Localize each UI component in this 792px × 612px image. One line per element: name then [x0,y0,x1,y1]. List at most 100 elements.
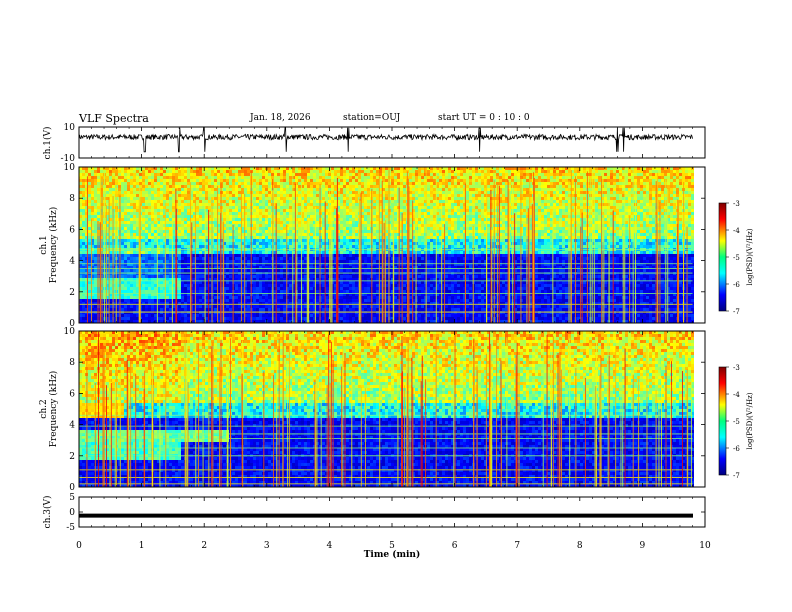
heatmap-cell [340,233,343,236]
heatmap-cell [322,254,325,257]
station-label: station=OUJ [343,113,400,123]
heatmap-cell [262,278,265,281]
heatmap-cell [199,287,202,290]
heatmap-cell [145,254,148,257]
heatmap-cell [226,242,229,245]
heatmap-cell [208,272,211,275]
heatmap-cell [88,284,91,287]
heatmap-cell [151,284,154,287]
heatmap-cell [346,254,349,257]
heatmap-cell [268,191,271,194]
heatmap-cell [253,221,256,224]
heatmap-cell [217,203,220,206]
heatmap-cell [265,176,268,179]
heatmap-cell [154,299,157,302]
heatmap-cell [343,218,346,221]
heatmap-cell [247,317,250,320]
heatmap-cell [352,293,355,296]
heatmap-cell [151,308,154,311]
heatmap-cell [139,173,142,176]
heatmap-cell [283,260,286,263]
heatmap-cell [319,182,322,185]
heatmap-cell [169,281,172,284]
heatmap-cell [346,296,349,299]
heatmap-cell [259,176,262,179]
heatmap-cell [301,182,304,185]
heatmap-cell [280,284,283,287]
heatmap-cell [226,257,229,260]
heatmap-cell [214,290,217,293]
heatmap-cell [79,212,82,215]
heatmap-cell [349,224,352,227]
heatmap-cell [265,203,268,206]
heatmap-cell [301,257,304,260]
heatmap-cell [322,197,325,200]
heatmap-cell [283,251,286,254]
heatmap-cell [313,176,316,179]
heatmap-cell [286,320,289,323]
heatmap-cell [253,251,256,254]
heatmap-cell [310,311,313,314]
heatmap-cell [190,209,193,212]
heatmap-cell [277,314,280,317]
heatmap-cell [184,197,187,200]
heatmap-cell [298,200,301,203]
heatmap-cell [145,320,148,323]
heatmap-cell [151,224,154,227]
heatmap-cell [208,293,211,296]
heatmap-cell [169,191,172,194]
heatmap-cell [259,188,262,191]
heatmap-cell [292,209,295,212]
heatmap-cell [265,194,268,197]
heatmap-cell [229,188,232,191]
heatmap-cell [178,236,181,239]
heatmap-cell [343,233,346,236]
heatmap-cell [304,320,307,323]
heatmap-cell [244,203,247,206]
heatmap-cell [142,275,145,278]
heatmap-cell [277,269,280,272]
heatmap-cell [205,260,208,263]
heatmap-cell [88,176,91,179]
heatmap-cell [199,233,202,236]
heatmap-cell [241,176,244,179]
heatmap-cell [127,272,130,275]
heatmap-cell [235,281,238,284]
heatmap-cell [304,290,307,293]
heatmap-cell [109,206,112,209]
heatmap-cell [334,293,337,296]
heatmap-cell [82,290,85,293]
heatmap-cell [124,290,127,293]
heatmap-cell [187,302,190,305]
heatmap-cell [304,188,307,191]
heatmap-cell [163,218,166,221]
heatmap-cell [217,245,220,248]
heatmap-cell [154,182,157,185]
heatmap-cell [136,173,139,176]
heatmap-cell [166,293,169,296]
heatmap-cell [163,320,166,323]
heatmap-cell [106,206,109,209]
heatmap-cell [223,299,226,302]
heatmap-cell [253,302,256,305]
heatmap-cell [181,182,184,185]
heatmap-cell [193,233,196,236]
heatmap-cell [91,287,94,290]
heatmap-cell [235,242,238,245]
heatmap-cell [289,314,292,317]
heatmap-cell [172,296,175,299]
heatmap-cell [241,167,244,170]
heatmap-cell [124,275,127,278]
heatmap-cell [196,314,199,317]
heatmap-cell [181,197,184,200]
heatmap-cell [124,242,127,245]
heatmap-cell [199,245,202,248]
heatmap-cell [109,191,112,194]
heatmap-cell [172,290,175,293]
heatmap-cell [361,221,364,224]
heatmap-cell [190,197,193,200]
heatmap-cell [238,218,241,221]
heatmap-cell [235,275,238,278]
heatmap-cell [325,173,328,176]
heatmap-cell [340,305,343,308]
